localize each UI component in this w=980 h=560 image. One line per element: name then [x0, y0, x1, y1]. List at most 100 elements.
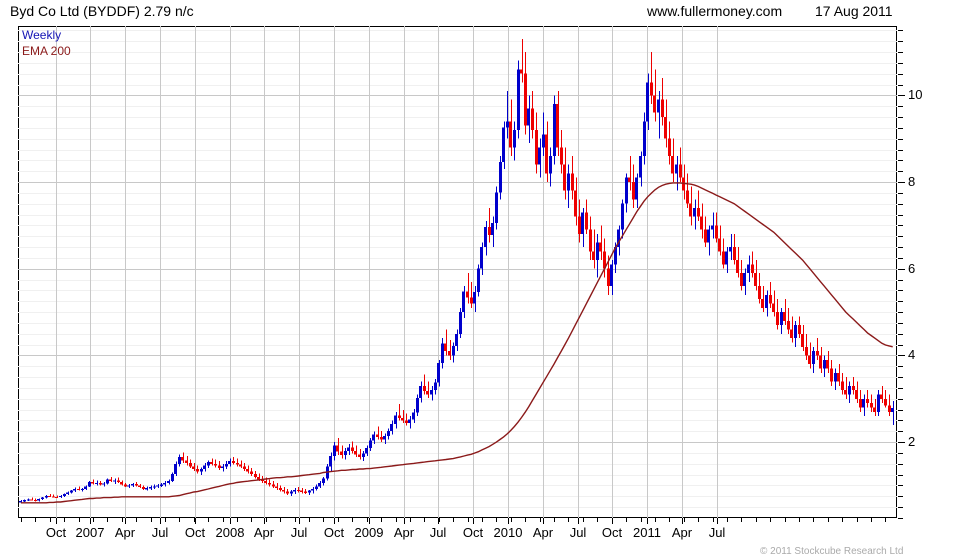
y-axis-minor-tick: [898, 85, 903, 86]
y-axis-label: 4: [908, 347, 916, 362]
x-axis: Oct 2007 Apr Jul Oct 2008 Apr Jul Oct 2009 Apr Jul O…: [18, 518, 897, 544]
x-axis-label: Apr: [253, 525, 275, 540]
x-axis-minor-tick: [468, 518, 469, 522]
x-axis-label: Oct: [462, 525, 484, 540]
plot-border: [18, 26, 897, 518]
x-axis-minor-tick: [698, 518, 699, 522]
x-axis-major-tick: [90, 518, 91, 524]
x-axis-minor-tick: [684, 518, 685, 522]
y-axis-minor-tick: [898, 410, 903, 411]
site-url-label: www.fullermoney.com: [647, 3, 783, 19]
x-axis-minor-tick: [352, 518, 353, 522]
x-axis-minor-tick: [179, 518, 180, 522]
copyright-label: © 2011 Stockcube Research Ltd: [760, 546, 904, 557]
x-axis-minor-tick: [799, 518, 800, 522]
x-axis-minor-tick: [554, 518, 555, 522]
x-axis-minor-tick: [35, 518, 36, 522]
x-axis-minor-tick: [323, 518, 324, 522]
x-axis-major-tick: [334, 518, 335, 524]
x-axis-label: Oct: [323, 525, 345, 540]
x-axis-minor-tick: [165, 518, 166, 522]
y-axis-minor-tick: [898, 464, 903, 465]
y-axis-minor-tick: [898, 30, 903, 31]
y-axis-minor-tick: [898, 388, 903, 389]
x-axis-minor-tick: [381, 518, 382, 522]
y-axis-minor-tick: [898, 420, 903, 421]
y-axis-minor-tick: [898, 290, 903, 291]
y-axis-minor-tick: [898, 215, 903, 216]
x-axis-minor-tick: [410, 518, 411, 522]
x-axis-label: Oct: [45, 525, 67, 540]
x-axis-minor-tick: [50, 518, 51, 522]
x-axis-minor-tick: [842, 518, 843, 522]
x-axis-major-tick: [404, 518, 405, 524]
x-axis-minor-tick: [713, 518, 714, 522]
x-axis-label: Jul: [290, 525, 308, 540]
x-axis-minor-tick: [813, 518, 814, 522]
x-axis-major-tick: [543, 518, 544, 524]
y-axis-major-tick: [898, 355, 905, 356]
x-axis-label: Apr: [532, 525, 554, 540]
x-axis-label: Apr: [671, 525, 693, 540]
x-axis-minor-tick: [367, 518, 368, 522]
y-axis: 2 4 6 8 10: [898, 26, 968, 519]
x-axis-major-tick: [264, 518, 265, 524]
x-axis-minor-tick: [540, 518, 541, 522]
x-axis-major-tick: [717, 518, 718, 524]
x-axis-minor-tick: [511, 518, 512, 522]
x-axis-label: Apr: [114, 525, 136, 540]
x-axis-minor-tick: [828, 518, 829, 522]
x-axis-major-tick: [508, 518, 509, 524]
x-axis-major-tick: [160, 518, 161, 524]
y-axis-minor-tick: [898, 496, 903, 497]
chart-series-canvas: [19, 39, 894, 504]
x-axis-label: 2007: [75, 525, 105, 540]
x-axis-minor-tick: [151, 518, 152, 522]
x-axis-minor-tick: [641, 518, 642, 522]
x-axis-label: Jul: [569, 525, 587, 540]
x-axis-major-tick: [578, 518, 579, 524]
y-axis-minor-tick: [898, 128, 903, 129]
x-axis-major-tick: [473, 518, 474, 524]
x-axis-label: 2009: [354, 525, 384, 540]
x-axis-label: 2008: [215, 525, 245, 540]
y-axis-minor-tick: [898, 345, 903, 346]
x-axis-major-tick: [56, 518, 57, 524]
chart-plot-area: [18, 26, 897, 518]
y-axis-minor-tick: [898, 453, 903, 454]
x-axis-minor-tick: [107, 518, 108, 522]
y-axis-minor-tick: [898, 301, 903, 302]
x-axis-minor-tick: [208, 518, 209, 522]
x-axis-minor-tick: [122, 518, 123, 522]
x-axis-minor-tick: [295, 518, 296, 522]
x-axis-minor-tick: [885, 518, 886, 522]
y-axis-label: 10: [908, 87, 923, 102]
y-axis-minor-tick: [898, 431, 903, 432]
x-axis-minor-tick: [525, 518, 526, 522]
y-axis-minor-tick: [898, 258, 903, 259]
y-axis-minor-tick: [898, 236, 903, 237]
x-axis-label: Jul: [708, 525, 726, 540]
x-axis-minor-tick: [597, 518, 598, 522]
x-axis-minor-tick: [871, 518, 872, 522]
x-axis-minor-tick: [583, 518, 584, 522]
x-axis-minor-tick: [785, 518, 786, 522]
x-axis-label: Oct: [184, 525, 206, 540]
x-axis-minor-tick: [237, 518, 238, 522]
y-axis-minor-tick: [898, 225, 903, 226]
y-axis-minor-tick: [898, 117, 903, 118]
y-axis-minor-tick: [898, 74, 903, 75]
x-axis-major-tick: [195, 518, 196, 524]
y-axis-minor-tick: [898, 366, 903, 367]
y-axis-minor-tick: [898, 247, 903, 248]
x-axis-minor-tick: [770, 518, 771, 522]
x-axis-minor-tick: [309, 518, 310, 522]
x-axis-minor-tick: [453, 518, 454, 522]
chart-date-label: 17 Aug 2011: [815, 3, 893, 19]
y-axis-minor-tick: [898, 63, 903, 64]
y-axis-major-tick: [898, 95, 905, 96]
y-axis-label: 6: [908, 261, 916, 276]
x-axis-minor-tick: [482, 518, 483, 522]
y-axis-minor-tick: [898, 41, 903, 42]
